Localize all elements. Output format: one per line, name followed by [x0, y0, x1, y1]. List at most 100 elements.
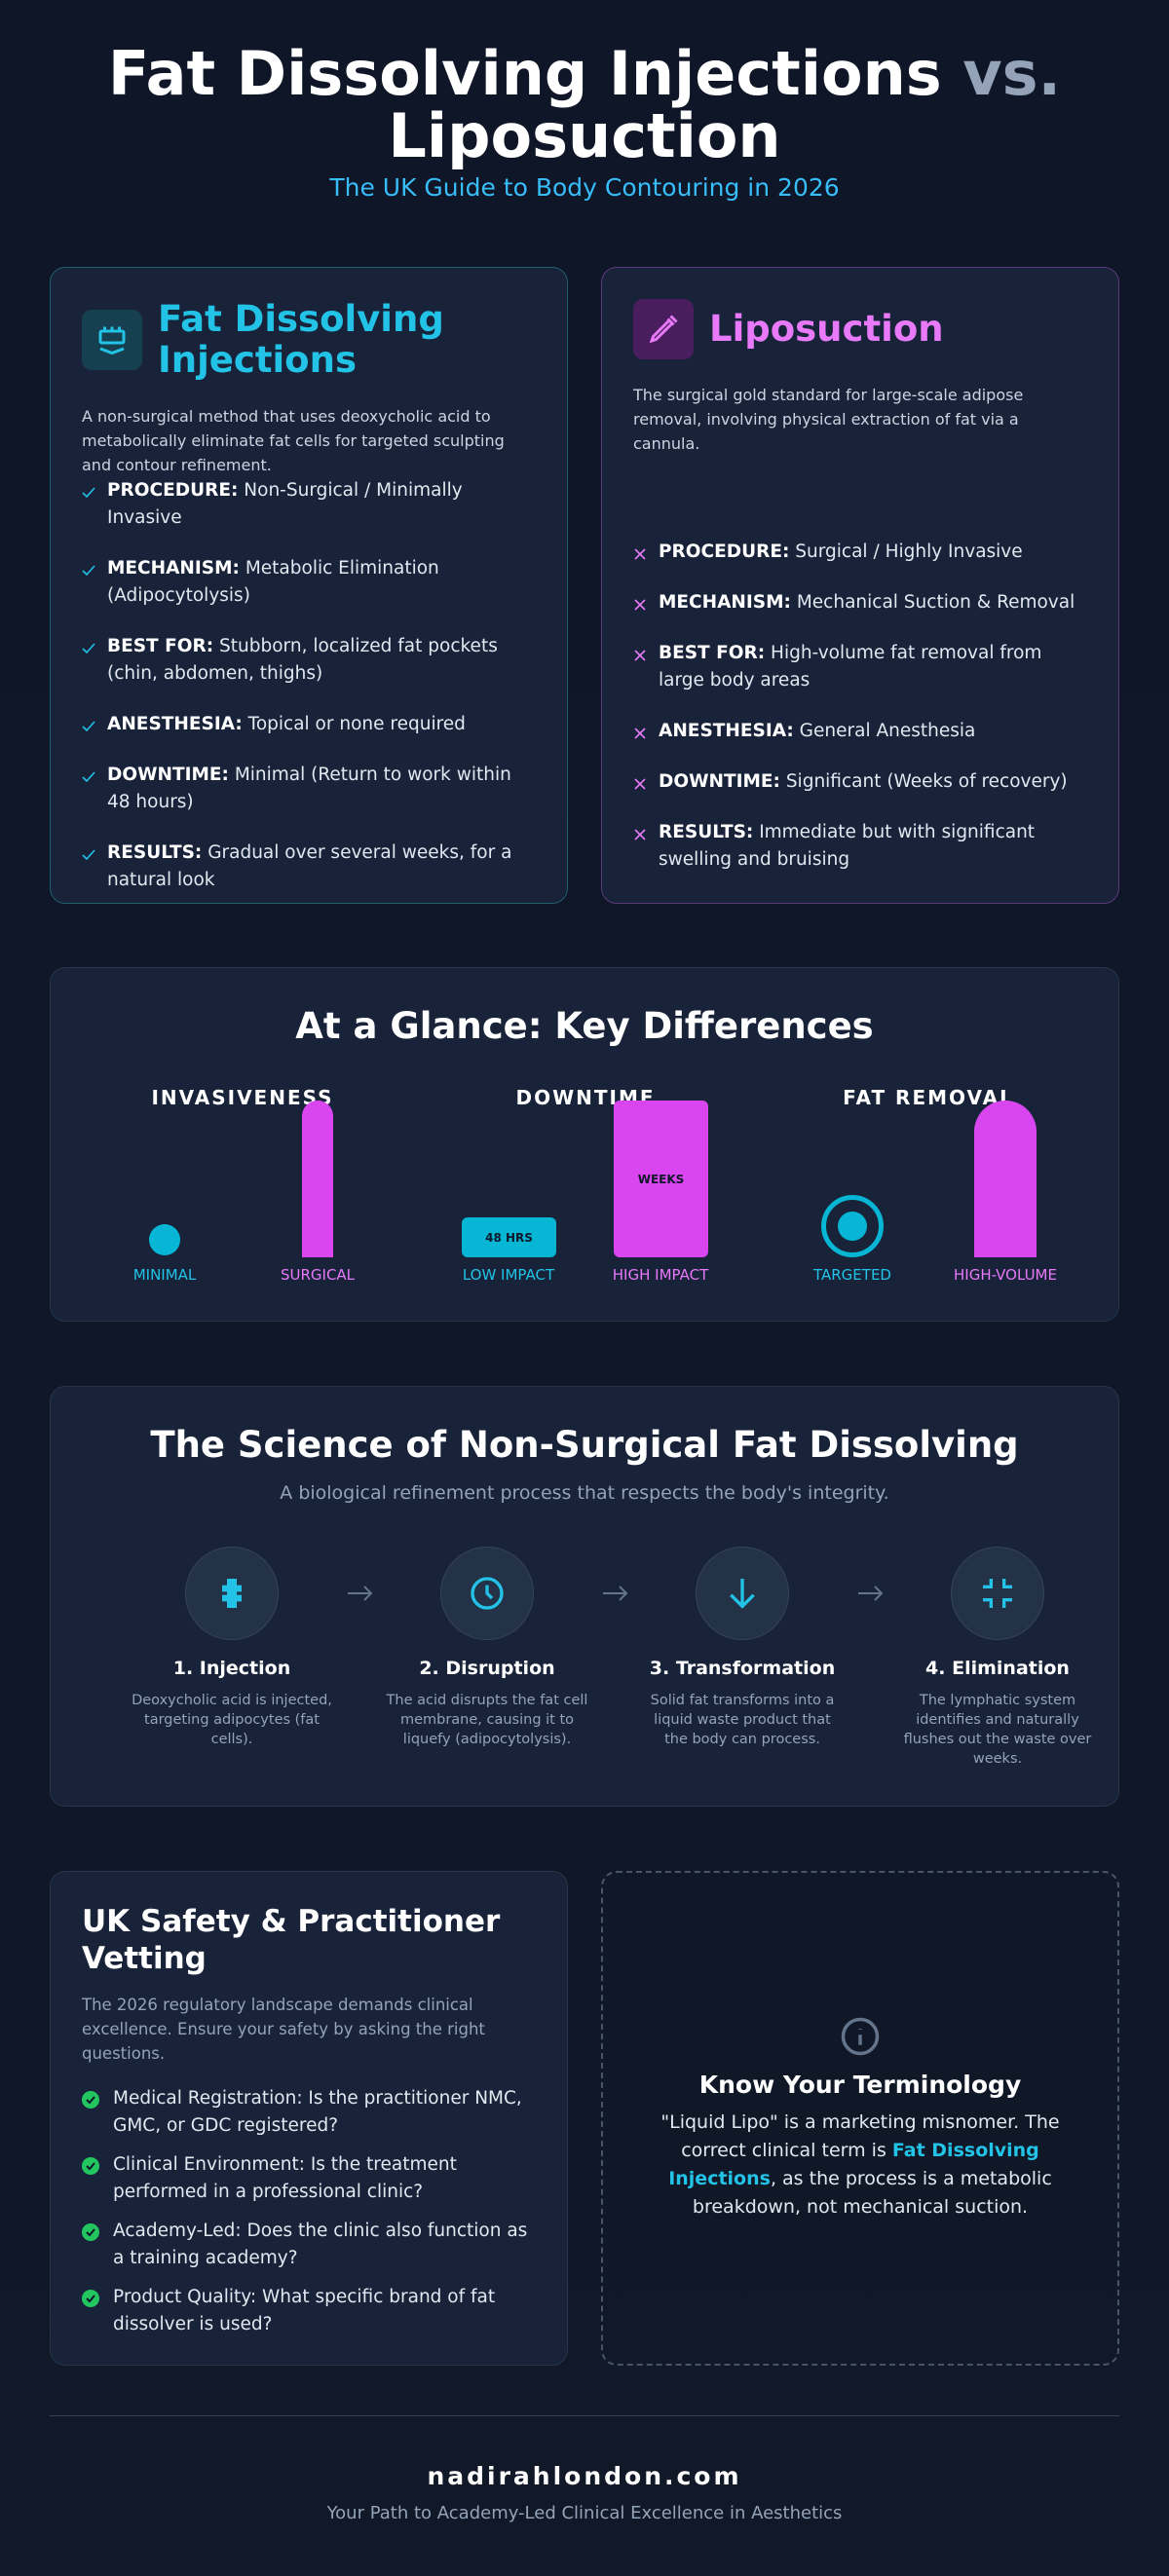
high-label: HIGH IMPACT: [612, 1266, 709, 1284]
safety-list: Medical Registration: Is the practitione…: [82, 2085, 536, 2338]
science-panel: The Science of Non-Surgical Fat Dissolvi…: [50, 1386, 1119, 1807]
high-label: SURGICAL: [280, 1266, 356, 1284]
step-title: 1. Injection: [172, 1658, 291, 1679]
card-item: PROCEDURE: Surgical / Highly Invasive: [633, 539, 1087, 566]
card-description: The surgical gold standard for large-sca…: [633, 386, 1024, 453]
item-text: Topical or none required: [247, 714, 466, 734]
badge-low: 48 HRS: [462, 1217, 556, 1257]
divider: [50, 2415, 1119, 2416]
check-icon: [82, 771, 95, 783]
high-label: HIGH-VOLUME: [954, 1266, 1057, 1284]
card-item: DOWNTIME: Minimal (Return to work within…: [82, 762, 536, 816]
cross-icon: [634, 778, 646, 790]
science-subtitle: A biological refinement process that res…: [280, 1482, 889, 1504]
card-item: ANESTHESIA: General Anesthesia: [633, 718, 1087, 745]
highlight: Fat Dissolving Injections: [668, 2139, 1039, 2189]
item-label: MECHANISM:: [659, 592, 791, 613]
card-description: A non-surgical method that uses deoxycho…: [82, 407, 505, 474]
step-title: 4. Elimination: [925, 1658, 1070, 1679]
text-before: "Liquid Lipo" is a marketing misnomer. T…: [660, 2110, 1060, 2161]
low-label: TARGETED: [813, 1266, 891, 1284]
terminology-title: Know Your Terminology: [698, 2070, 1022, 2099]
card-icon: [633, 299, 694, 359]
subtitle: The UK Guide to Body Contouring in 2026: [329, 173, 840, 202]
safety-text: Clinical Environment: Is the treatment p…: [113, 2154, 457, 2202]
safety-text: Medical Registration: Is the practitione…: [113, 2088, 522, 2136]
step: 4. Elimination The lymphatic system ident…: [895, 1547, 1100, 1769]
ok-icon: [82, 2223, 99, 2241]
terminology-text: "Liquid Lipo" is a marketing misnomer. T…: [642, 2109, 1078, 2221]
check-icon: [82, 849, 95, 861]
item-text: High-volume fat removal from large body …: [659, 643, 1042, 691]
cross-icon: [634, 548, 646, 560]
card-liposuction: Liposuction The surgical gold standard f…: [601, 267, 1119, 904]
card-item: MECHANISM: Mechanical Suction & Removal: [633, 589, 1087, 616]
footer-site: nadirahlondon.com: [427, 2462, 742, 2490]
target-icon: [821, 1195, 884, 1257]
step-icon: [951, 1547, 1044, 1640]
cross-icon: [634, 829, 646, 840]
cross-icon: [634, 599, 646, 611]
title-end: Liposuction: [388, 100, 781, 171]
safety-item: Medical Registration: Is the practitione…: [82, 2085, 536, 2140]
item-text: Gradual over several weeks, for a natura…: [107, 842, 512, 890]
safety-panel: UK Safety & Practitioner Vetting The 202…: [50, 1871, 568, 2366]
card-title: Fat Dissolving Injections: [158, 298, 444, 381]
glance-panel: At a Glance: Key Differences INVASIVENES…: [50, 967, 1119, 1322]
footer-tagline: Your Path to Academy-Led Clinical Excell…: [326, 2503, 843, 2523]
item-text: General Anesthesia: [799, 721, 976, 741]
minimal-dot: [149, 1224, 180, 1255]
safety-item: Clinical Environment: Is the treatment p…: [82, 2151, 536, 2206]
safety-item: Product Quality: What specific brand of …: [82, 2284, 536, 2338]
item-label: BEST FOR:: [107, 636, 214, 656]
step-icon: [185, 1547, 279, 1640]
safety-text: Product Quality: What specific brand of …: [113, 2287, 496, 2334]
check-icon: [82, 721, 95, 732]
card-item: RESULTS: Immediate but with significant …: [633, 819, 1087, 874]
low-label: MINIMAL: [132, 1266, 197, 1284]
item-label: RESULTS:: [107, 842, 203, 863]
card-item: PROCEDURE: Non-Surgical / Minimally Inva…: [82, 477, 536, 532]
ok-icon: [82, 2157, 99, 2175]
card-header: Liposuction: [633, 299, 1087, 359]
low-label: LOW IMPACT: [462, 1266, 555, 1284]
step-title: 3. Transformation: [649, 1658, 836, 1679]
item-label: PROCEDURE:: [107, 480, 239, 501]
terminology-panel: Know Your Terminology "Liquid Lipo" is a…: [601, 1871, 1119, 2366]
item-label: PROCEDURE:: [659, 541, 790, 562]
glance-title: At a Glance: Key Differences: [295, 1005, 874, 1047]
science-title: The Science of Non-Surgical Fat Dissolvi…: [150, 1424, 1019, 1466]
card-icon: [82, 310, 142, 370]
cross-icon: [634, 650, 646, 661]
main-title: Fat Dissolving Injections vs. Liposuction: [0, 43, 1169, 168]
title-vs: vs.: [962, 38, 1062, 109]
high-volume-bar: [974, 1101, 1037, 1257]
item-label: ANESTHESIA:: [659, 721, 794, 741]
text-after: , as the process is a metabolic breakdow…: [692, 2167, 1052, 2218]
card-injections: Fat Dissolving Injections A non-surgical…: [50, 267, 568, 904]
item-text: Mechanical Suction & Removal: [796, 592, 1075, 613]
badge-high: WEEKS: [614, 1101, 708, 1257]
step-text: The lymphatic system identifies and natu…: [903, 1693, 1092, 1767]
card-item: DOWNTIME: Significant (Weeks of recovery…: [633, 768, 1087, 796]
item-text: Minimal (Return to work within 48 hours): [107, 765, 511, 812]
item-text: Non-Surgical / Minimally Invasive: [107, 480, 463, 528]
group-heading: INVASIVENESS: [151, 1086, 334, 1109]
check-icon: [82, 565, 95, 577]
step: 3. Transformation Solid fat transforms in…: [640, 1547, 845, 1749]
step-text: Deoxycholic acid is injected, targeting …: [132, 1693, 332, 1747]
check-icon: [82, 643, 95, 654]
item-text: Significant (Weeks of recovery): [785, 771, 1068, 792]
cross-icon: [634, 728, 646, 739]
item-text: Stubborn, localized fat pockets (chin, a…: [107, 636, 498, 684]
info-icon: [841, 2017, 880, 2055]
step-arrow: [601, 1582, 630, 1609]
title-main: Fat Dissolving Injections: [107, 38, 942, 109]
item-label: DOWNTIME:: [659, 771, 780, 792]
step: 1. Injection Deoxycholic acid is injected…: [130, 1547, 334, 1749]
check-icon: [82, 487, 95, 499]
step-text: The acid disrupts the fat cell membrane,…: [386, 1693, 588, 1747]
safety-intro: The 2026 regulatory landscape demands cl…: [82, 1996, 485, 2063]
step-icon: [696, 1547, 789, 1640]
